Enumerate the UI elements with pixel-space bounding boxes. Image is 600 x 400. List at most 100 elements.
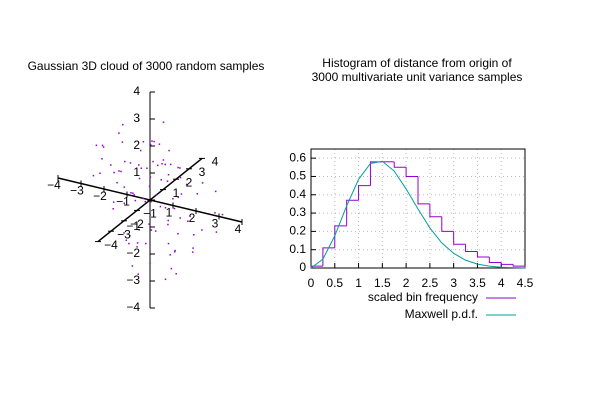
y-tick-label: 3 (199, 165, 206, 179)
histogram-step (405, 167, 418, 177)
point (118, 170, 120, 172)
y-tick-label: −4 (104, 238, 118, 252)
point (167, 219, 169, 222)
z-tick-label: 2 (133, 138, 140, 152)
point (118, 132, 120, 134)
point (201, 182, 204, 184)
x-tick-label: 4.5 (517, 276, 534, 290)
point (134, 199, 137, 202)
point (169, 163, 172, 166)
point (149, 176, 152, 178)
point (123, 186, 126, 188)
point (139, 149, 142, 152)
z-tick-label: 4 (133, 84, 140, 98)
point (149, 214, 151, 216)
y-tick-label: 4 (212, 155, 219, 169)
histogram-step (512, 264, 525, 267)
point (154, 230, 157, 232)
point (131, 265, 134, 267)
pdf-line (310, 160, 526, 269)
point (187, 220, 189, 222)
histogram-step (488, 257, 502, 264)
point (214, 212, 216, 214)
x-tick-label: 2 (403, 276, 410, 290)
histogram-step (417, 176, 430, 205)
point (133, 194, 135, 196)
point (166, 180, 169, 182)
point (167, 242, 170, 245)
point (148, 185, 151, 188)
x-tick-label: 1.5 (374, 276, 391, 290)
point (168, 149, 170, 152)
x-tick-label: 2 (189, 211, 196, 225)
point (169, 254, 171, 256)
legend-label: Maxwell p.d.f. (405, 307, 478, 321)
z-tick-label: −3 (126, 273, 140, 287)
point (153, 140, 155, 143)
point (112, 208, 114, 210)
point (167, 173, 170, 176)
point (123, 232, 125, 234)
x-tick-label: 0.5 (326, 276, 343, 290)
point (172, 197, 174, 200)
y-tick-label: 0.5 (289, 169, 306, 183)
point (155, 194, 158, 196)
point (160, 178, 162, 181)
point (177, 166, 179, 169)
z-tick-label: −2 (126, 246, 140, 260)
histogram-step (441, 216, 454, 232)
histogram-step (346, 199, 359, 226)
x-tick-label: 3 (212, 217, 219, 231)
point (173, 207, 176, 210)
plot-frame (310, 148, 526, 269)
x-tick-label: 3 (450, 276, 457, 290)
point (116, 181, 118, 184)
histogram-step (465, 244, 478, 253)
point (120, 170, 122, 173)
y-tick-label: 0.1 (289, 242, 306, 256)
point (142, 140, 145, 143)
point (175, 273, 177, 275)
point (101, 158, 103, 160)
histogram-step (369, 161, 383, 186)
point (179, 167, 181, 169)
point (177, 232, 179, 235)
point (137, 273, 140, 275)
x-tick-label: 1 (166, 206, 173, 220)
histogram-step (334, 225, 347, 248)
point (124, 160, 126, 163)
point (156, 164, 159, 167)
histogram-step (429, 203, 442, 218)
point (149, 262, 151, 265)
x-tick-label: −4 (47, 178, 61, 192)
point (144, 200, 147, 203)
point (136, 246, 138, 248)
point (177, 196, 180, 199)
x-tick-label: 1 (355, 276, 362, 290)
chart-title: Gaussian 3D cloud of 3000 random samples (28, 59, 265, 73)
point (164, 163, 166, 166)
point (122, 123, 124, 126)
x-tick-label: 4 (235, 222, 242, 236)
point (123, 202, 126, 205)
point (112, 201, 115, 203)
x-tick-label: 4 (498, 276, 505, 290)
point (138, 177, 141, 180)
y-tick-label: −2 (130, 217, 144, 231)
point (192, 234, 195, 236)
z-tick-label: 3 (133, 111, 140, 125)
point (170, 267, 173, 270)
point (185, 183, 188, 186)
point (167, 223, 169, 226)
y-tick-label: 1 (173, 186, 180, 200)
point (129, 162, 132, 164)
point (146, 167, 148, 169)
point (161, 162, 163, 165)
point (110, 164, 112, 166)
point (140, 167, 143, 169)
point (179, 217, 181, 219)
point (113, 171, 115, 174)
point (99, 172, 101, 174)
point (174, 249, 176, 252)
